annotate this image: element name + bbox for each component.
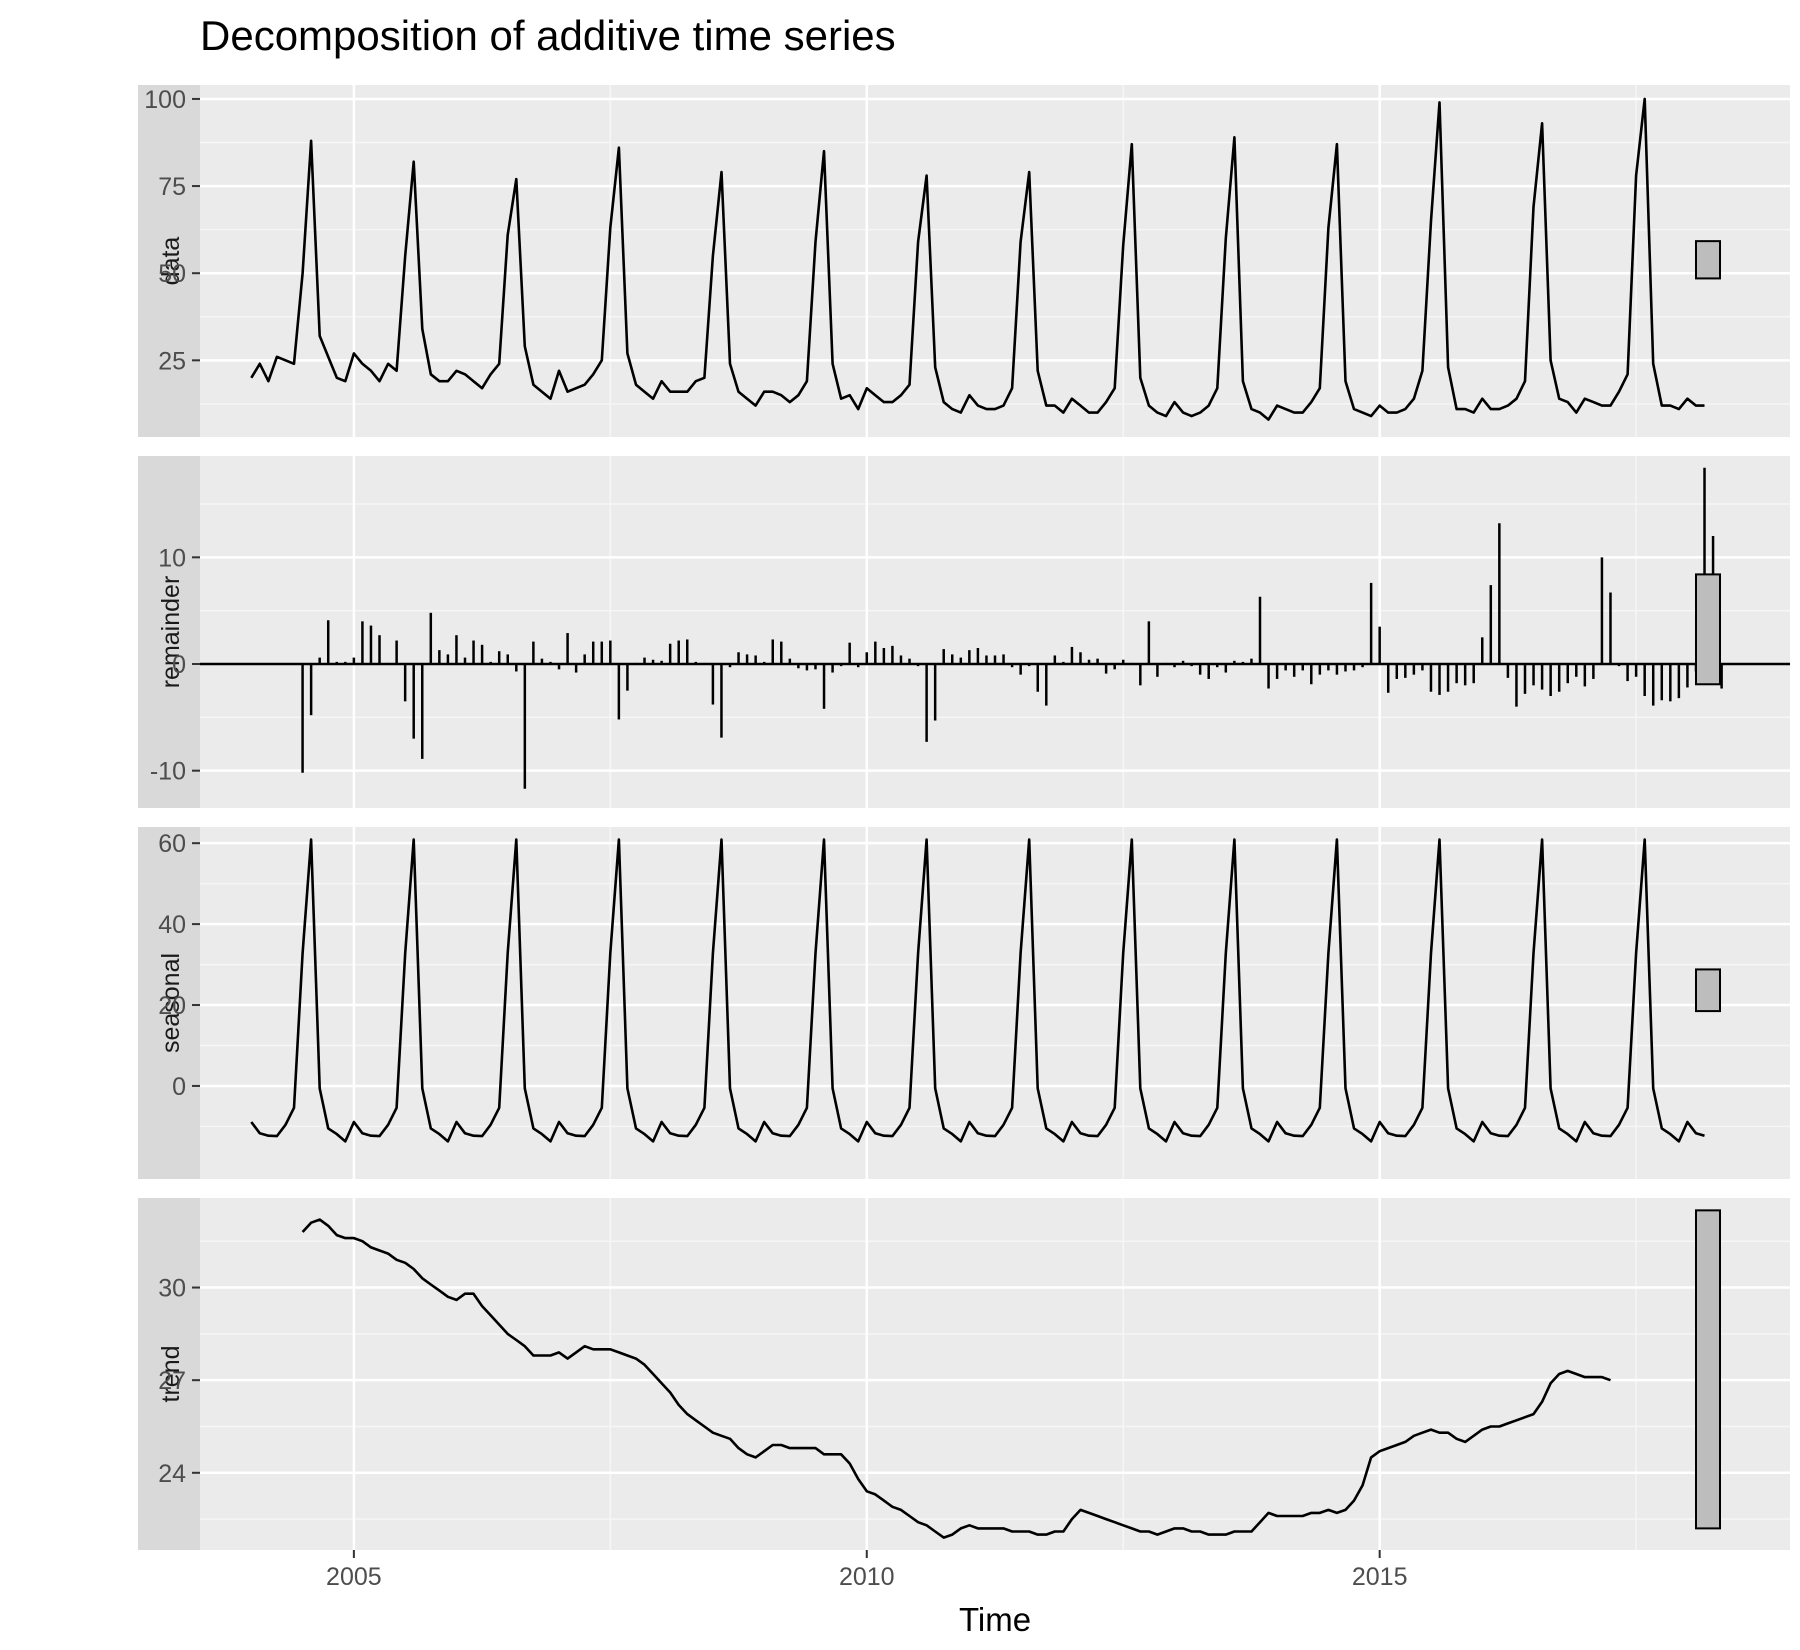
scale-bar xyxy=(1695,573,1721,686)
panel-background xyxy=(200,456,1790,808)
panel-seasonal: seasonal 0 20 40 60 xyxy=(138,827,1790,1179)
y-tick-label: 30 xyxy=(158,1275,186,1303)
strip-label-data: data xyxy=(157,237,185,286)
panel-strip xyxy=(138,456,200,808)
y-tick-label: 27 xyxy=(158,1367,186,1395)
scale-bar xyxy=(1695,968,1721,1013)
y-tick-label: 25 xyxy=(158,347,186,375)
y-tick-label: 24 xyxy=(158,1460,186,1488)
y-tick-label: 10 xyxy=(158,544,186,572)
panel-data: data 25 50 75 100 xyxy=(138,85,1790,437)
y-tick-label: -10 xyxy=(150,758,186,786)
strip-label-seasonal: seasonal xyxy=(157,953,185,1053)
x-axis: 2005 2010 2015 xyxy=(326,1550,1407,1591)
panel-trend: trend 24 27 30 xyxy=(138,1198,1790,1550)
panel-strip xyxy=(138,1198,200,1550)
panels-group: data 25 50 75 100 remainder -10 0 10 seasonal 0 20 4… xyxy=(138,85,1790,1550)
x-axis-title: Time xyxy=(959,1601,1031,1638)
chart-title: Decomposition of additive time series xyxy=(200,12,896,59)
panel-background xyxy=(200,85,1790,437)
y-tick-label: 0 xyxy=(172,1073,186,1101)
panel-background xyxy=(200,827,1790,1179)
y-tick-label: 40 xyxy=(158,911,186,939)
panel-strip xyxy=(138,85,200,437)
y-tick-label: 20 xyxy=(158,992,186,1020)
panel-strip xyxy=(138,827,200,1179)
x-tick-label: 2015 xyxy=(1352,1563,1408,1591)
panel-remainder: remainder -10 0 10 xyxy=(138,456,1790,808)
y-tick-label: 60 xyxy=(158,830,186,858)
y-tick-label: 100 xyxy=(144,86,186,114)
series-line-trend xyxy=(301,1218,1611,1539)
strip-label-remainder: remainder xyxy=(157,576,185,689)
x-tick-label: 2005 xyxy=(326,1563,382,1591)
strip-label-trend: trend xyxy=(157,1346,185,1403)
y-tick-label: 0 xyxy=(172,651,186,679)
scale-bar xyxy=(1695,1209,1721,1530)
panel-background xyxy=(200,1198,1790,1550)
y-tick-label: 50 xyxy=(158,260,186,288)
scale-bar xyxy=(1695,240,1721,280)
series-line-data xyxy=(250,97,1705,421)
series-line-seasonal xyxy=(250,838,1705,1143)
x-tick-label: 2010 xyxy=(839,1563,895,1591)
y-tick-label: 75 xyxy=(158,173,186,201)
